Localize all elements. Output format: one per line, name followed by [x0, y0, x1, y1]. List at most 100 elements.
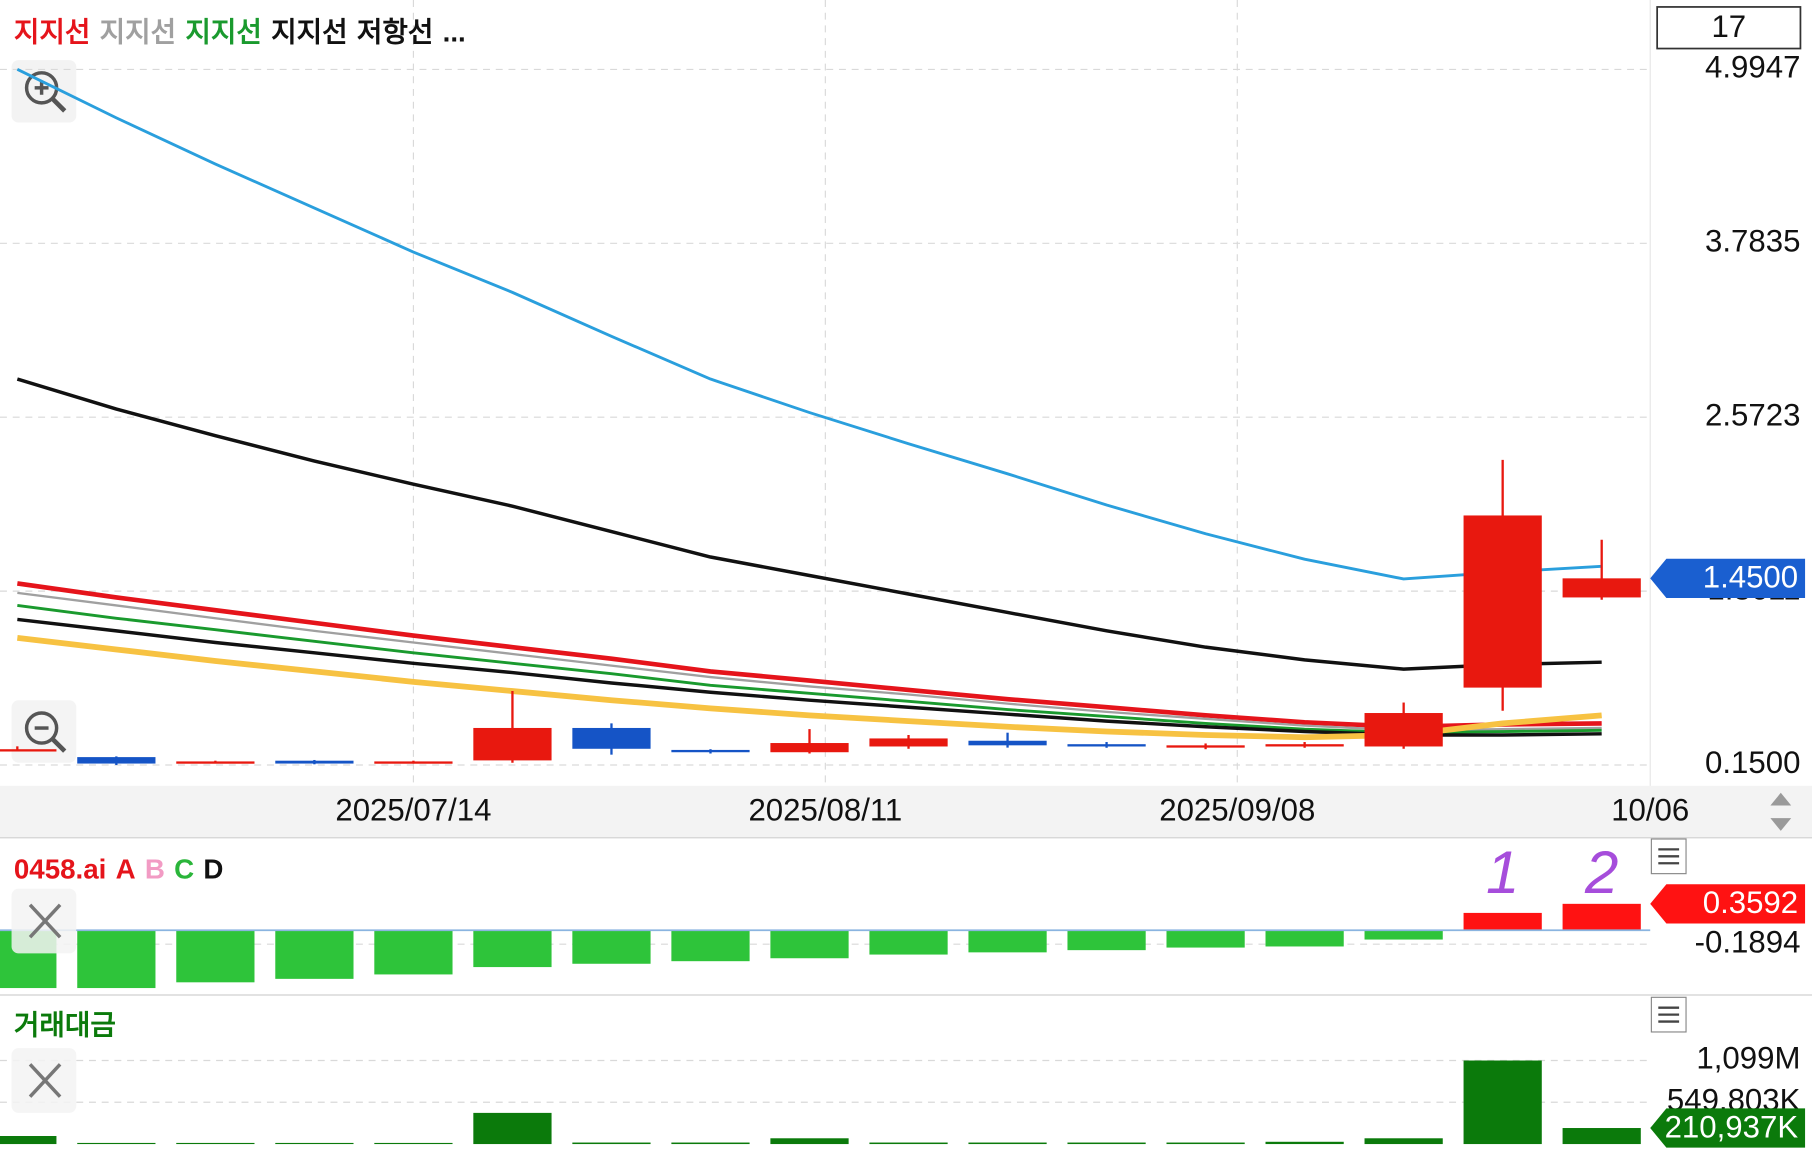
bar: [275, 1142, 354, 1145]
y-tick-label: 1,099M: [1696, 1041, 1800, 1076]
candle-body: [1364, 713, 1443, 747]
line-series: [16, 377, 1602, 671]
bar: [869, 1142, 948, 1145]
y-tick-label: 4.9947: [1705, 50, 1800, 85]
candle-body: [1463, 515, 1542, 688]
x-tick-label: 2025/08/11: [748, 793, 902, 828]
line-series: [17, 617, 1602, 737]
bar: [176, 930, 255, 983]
bar: [77, 930, 156, 989]
bar: [1364, 1138, 1443, 1145]
bar: [77, 1142, 156, 1145]
bar: [1463, 1060, 1542, 1145]
bar: [1562, 903, 1641, 931]
legend-entry: 지지선: [185, 17, 262, 48]
value-tag-label: 0.3592: [1703, 885, 1798, 920]
line-series: [16, 635, 1602, 741]
bar: [1166, 930, 1245, 948]
close-icons: [11, 888, 77, 1113]
line-series: [17, 603, 1602, 735]
value-tag-shape: [1650, 1108, 1806, 1148]
legend-entry: 지지선: [100, 17, 177, 48]
y-tick-label: 0.1500: [1705, 745, 1800, 780]
candle-body: [77, 757, 156, 764]
line-series: [17, 581, 1602, 730]
zoom-out-button[interactable]: [11, 700, 77, 763]
candle-body: [473, 727, 552, 761]
line-series: [17, 591, 1602, 732]
close-icon: [28, 903, 62, 939]
legend-entry: C: [174, 854, 194, 885]
x-tick-label: 2025/09/08: [1159, 793, 1315, 828]
candle-body: [176, 761, 255, 764]
legend-entry: B: [145, 854, 165, 885]
annotation: 2: [1584, 839, 1618, 906]
bar: [374, 1142, 453, 1145]
candle-body: [0, 749, 57, 752]
panel-title: 거래대금: [14, 1010, 116, 1041]
bar: [1562, 1128, 1641, 1145]
bar: [1463, 912, 1542, 931]
bar: [1265, 1141, 1344, 1145]
bar: [1364, 930, 1443, 940]
close-icon: [28, 1063, 62, 1098]
current-price-tag-label: 1.4500: [1703, 560, 1798, 595]
x-tick-label: 2025/07/14: [335, 793, 491, 828]
bar: [473, 1112, 552, 1145]
bar: [1067, 1142, 1146, 1145]
current-price-tag-shape: [1650, 558, 1806, 598]
candle-body: [770, 743, 849, 753]
bar: [572, 930, 651, 964]
bar: [275, 930, 354, 979]
bar: [176, 1142, 255, 1145]
legend-entry: A: [116, 854, 136, 885]
bar: [968, 1142, 1047, 1145]
y-tick-label: 3.7835: [1705, 224, 1800, 259]
date-axis-band: [0, 785, 1812, 838]
candle-body: [1067, 744, 1146, 747]
candle-body: [869, 738, 948, 747]
plot-area: [0, 0, 1651, 1145]
bar: [770, 930, 849, 959]
legend: 지지선 지지선 지지선 지지선 저항선...: [14, 17, 466, 48]
legend-entry: 저항선: [357, 17, 434, 48]
period-label: 17: [1711, 9, 1746, 44]
panel-title-text: 0458.ai: [14, 854, 106, 885]
x-tick-label: 10/06: [1611, 793, 1689, 828]
menu-button[interactable]: [1650, 838, 1687, 875]
bar: [869, 930, 948, 955]
candle-body: [572, 727, 651, 749]
annotation: 1: [1486, 839, 1519, 906]
candle-body: [374, 761, 453, 764]
bar: [374, 930, 453, 975]
candle-body: [968, 740, 1047, 746]
y-tick-label: 2.5723: [1705, 397, 1800, 432]
legend-more: ...: [443, 17, 466, 48]
bar: [0, 1136, 57, 1145]
bar: [572, 1142, 651, 1145]
candle-body: [1166, 745, 1245, 748]
scroll-arrows[interactable]: [1770, 792, 1792, 831]
candle-body: [275, 760, 354, 764]
bar: [1166, 1142, 1245, 1145]
bar: [671, 1142, 750, 1145]
candle-body: [671, 749, 750, 753]
legend-entry: 지지선: [14, 17, 91, 48]
bar: [968, 930, 1047, 953]
candle-body: [1265, 744, 1344, 747]
bar: [770, 1138, 849, 1145]
bar: [671, 930, 750, 962]
panel-title-text: 거래대금: [14, 1010, 116, 1041]
legend-entry: D: [203, 854, 223, 885]
menu-button[interactable]: [1650, 996, 1687, 1033]
candle-body: [1562, 578, 1641, 598]
y-tick-label: -0.1894: [1695, 924, 1801, 959]
bar: [1067, 930, 1146, 951]
period-box[interactable]: [1656, 6, 1802, 50]
line-series: [16, 68, 1602, 581]
value-tag-label: 210,937K: [1665, 1109, 1799, 1144]
panel-title: 0458.ai A B C D: [14, 854, 224, 885]
